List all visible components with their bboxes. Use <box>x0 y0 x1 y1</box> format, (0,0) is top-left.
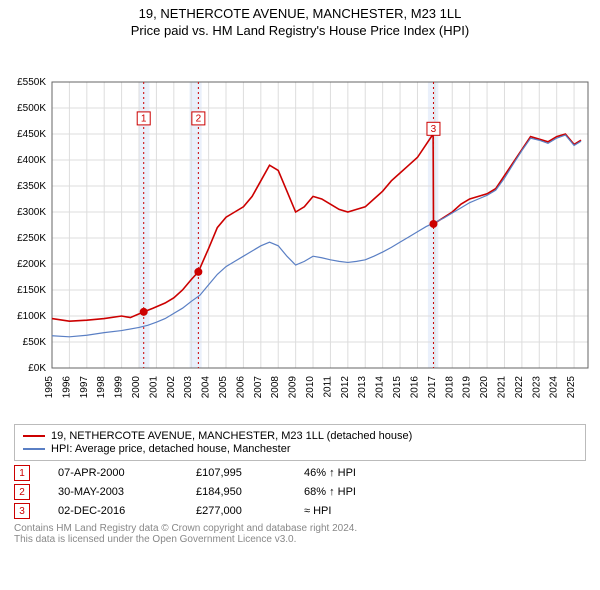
transaction-row: 1 07-APR-2000 £107,995 46% ↑ HPI <box>14 465 586 481</box>
x-tick-label: 2002 <box>166 376 177 399</box>
y-tick-label: £100K <box>17 311 46 322</box>
transaction-label: 3 <box>431 124 437 135</box>
transaction-marker: 3 <box>14 503 30 519</box>
x-tick-label: 2008 <box>270 376 281 399</box>
y-tick-label: £50K <box>23 337 47 348</box>
x-tick-label: 1997 <box>79 376 90 399</box>
y-tick-label: £500K <box>17 103 46 114</box>
x-tick-label: 2006 <box>235 376 246 399</box>
x-tick-label: 2020 <box>479 376 490 399</box>
legend-swatch <box>23 448 45 450</box>
transaction-row: 2 30-MAY-2003 £184,950 68% ↑ HPI <box>14 484 586 500</box>
y-tick-label: £200K <box>17 259 46 270</box>
x-tick-label: 2021 <box>496 376 507 399</box>
y-tick-label: £300K <box>17 207 46 218</box>
transaction-label: 1 <box>141 113 147 124</box>
x-tick-label: 1995 <box>44 376 55 399</box>
x-tick-label: 2012 <box>340 376 351 399</box>
x-tick-label: 2015 <box>392 376 403 399</box>
x-tick-label: 2025 <box>566 376 577 399</box>
x-tick-label: 2003 <box>183 376 194 399</box>
x-tick-label: 2009 <box>288 376 299 399</box>
x-tick-label: 2024 <box>549 376 560 399</box>
transaction-point <box>429 220 437 228</box>
x-tick-label: 2011 <box>322 376 333 398</box>
y-tick-label: £0K <box>28 363 46 374</box>
titles: 19, NETHERCOTE AVENUE, MANCHESTER, M23 1… <box>0 0 600 38</box>
legend-swatch <box>23 435 45 437</box>
y-tick-label: £150K <box>17 285 46 296</box>
footer-line2: This data is licensed under the Open Gov… <box>14 534 586 545</box>
y-tick-label: £550K <box>17 77 46 88</box>
y-tick-label: £350K <box>17 181 46 192</box>
legend-label: HPI: Average price, detached house, Manc… <box>51 443 291 455</box>
x-tick-label: 1999 <box>114 376 125 399</box>
y-tick-label: £450K <box>17 129 46 140</box>
transaction-price: £184,950 <box>196 486 276 498</box>
transaction-date: 30-MAY-2003 <box>58 486 168 498</box>
transaction-pct: 68% ↑ HPI <box>304 486 394 498</box>
title-line2: Price paid vs. HM Land Registry's House … <box>0 23 600 38</box>
x-tick-label: 2017 <box>427 376 438 399</box>
transaction-point <box>140 308 148 316</box>
legend-item: 19, NETHERCOTE AVENUE, MANCHESTER, M23 1… <box>23 430 577 442</box>
transaction-row: 3 02-DEC-2016 £277,000 ≈ HPI <box>14 503 586 519</box>
x-tick-label: 2001 <box>148 376 159 399</box>
transaction-marker: 1 <box>14 465 30 481</box>
footer-line1: Contains HM Land Registry data © Crown c… <box>14 523 586 534</box>
footer-attribution: Contains HM Land Registry data © Crown c… <box>14 523 586 545</box>
x-tick-label: 2000 <box>131 376 142 399</box>
legend: 19, NETHERCOTE AVENUE, MANCHESTER, M23 1… <box>14 424 586 461</box>
price-chart: £0K £50K £100K £150K £200K £250K £300K £350K £40… <box>0 38 600 418</box>
transaction-date: 07-APR-2000 <box>58 467 168 479</box>
x-tick-label: 2005 <box>218 376 229 399</box>
transaction-marker: 2 <box>14 484 30 500</box>
x-tick-label: 2007 <box>253 376 264 399</box>
transaction-date: 02-DEC-2016 <box>58 505 168 517</box>
transaction-price: £277,000 <box>196 505 276 517</box>
x-tick-label: 2004 <box>201 376 212 399</box>
x-tick-label: 2016 <box>409 376 420 399</box>
chart-container: 19, NETHERCOTE AVENUE, MANCHESTER, M23 1… <box>0 0 600 545</box>
title-line1: 19, NETHERCOTE AVENUE, MANCHESTER, M23 1… <box>0 6 600 21</box>
x-tick-label: 2014 <box>375 376 386 399</box>
transaction-point <box>194 268 202 276</box>
y-tick-label: £250K <box>17 233 46 244</box>
x-tick-label: 2019 <box>462 376 473 399</box>
legend-item: HPI: Average price, detached house, Manc… <box>23 443 577 455</box>
x-tick-label: 2010 <box>305 376 316 399</box>
legend-label: 19, NETHERCOTE AVENUE, MANCHESTER, M23 1… <box>51 430 412 442</box>
x-tick-label: 1996 <box>61 376 72 399</box>
x-tick-label: 2013 <box>357 376 368 399</box>
x-tick-label: 2022 <box>514 376 525 399</box>
x-tick-label: 2018 <box>444 376 455 399</box>
x-tick-label: 1998 <box>96 376 107 399</box>
x-tick-label: 2023 <box>531 376 542 399</box>
transaction-pct: 46% ↑ HPI <box>304 467 394 479</box>
transaction-pct: ≈ HPI <box>304 505 394 517</box>
transactions-table: 1 07-APR-2000 £107,995 46% ↑ HPI 2 30-MAY-200… <box>14 465 586 519</box>
transaction-label: 2 <box>196 113 202 124</box>
y-tick-label: £400K <box>17 155 46 166</box>
transaction-price: £107,995 <box>196 467 276 479</box>
